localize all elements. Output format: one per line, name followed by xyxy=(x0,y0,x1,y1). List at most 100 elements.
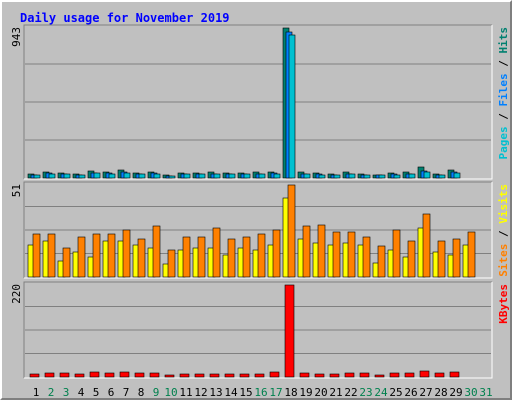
x-tick-label-day-6: 6 xyxy=(108,386,115,399)
x-tick-label-day-26: 26 xyxy=(404,386,417,399)
bar-sites-day-8 xyxy=(138,239,145,277)
x-tick-label-day-10: 10 xyxy=(164,386,177,399)
bar-kbytes-day-17 xyxy=(270,372,279,377)
bar-sites-day-12 xyxy=(198,237,205,277)
x-tick-label-day-23: 23 xyxy=(359,386,372,399)
x-tick-label-day-28: 28 xyxy=(434,386,447,399)
bar-pages-day-2 xyxy=(49,174,55,178)
bar-pages-day-20 xyxy=(319,175,325,178)
bar-pages-day-21 xyxy=(334,175,340,178)
bar-pages-day-8 xyxy=(139,174,145,178)
bar-pages-day-6 xyxy=(109,174,115,178)
bar-kbytes-day-11 xyxy=(180,374,189,377)
legend-entry: KBytes xyxy=(497,284,510,324)
x-tick-label-day-11: 11 xyxy=(179,386,192,399)
bar-sites-day-10 xyxy=(168,250,175,277)
bar-pages-day-13 xyxy=(214,174,220,178)
y-max-label: 51 xyxy=(10,184,23,197)
bar-sites-day-18 xyxy=(288,185,295,277)
bar-sites-day-15 xyxy=(243,237,250,277)
legend-entry: / xyxy=(497,54,510,74)
bar-pages-day-18 xyxy=(289,35,295,178)
bar-sites-day-19 xyxy=(303,226,310,277)
bar-kbytes-day-19 xyxy=(300,373,309,377)
x-tick-label-day-25: 25 xyxy=(389,386,402,399)
legend-entry: / xyxy=(497,224,510,244)
bar-pages-day-25 xyxy=(394,175,400,178)
legend-entry: Pages xyxy=(497,126,510,159)
x-tick-label-day-29: 29 xyxy=(449,386,462,399)
bar-sites-day-13 xyxy=(213,228,220,277)
bar-kbytes-day-21 xyxy=(330,374,339,377)
legend-entry: / xyxy=(497,107,510,127)
bar-kbytes-day-20 xyxy=(315,374,324,377)
legend: KBytes xyxy=(497,284,510,324)
bar-pages-day-19 xyxy=(304,174,310,178)
bar-sites-day-29 xyxy=(453,239,460,277)
x-tick-label-day-15: 15 xyxy=(239,386,252,399)
x-tick-label-day-1: 1 xyxy=(33,386,40,399)
x-tick-label-day-4: 4 xyxy=(78,386,85,399)
bar-kbytes-day-13 xyxy=(210,374,219,377)
x-tick-label-day-31: 31 xyxy=(479,386,492,399)
bar-pages-day-26 xyxy=(409,174,415,178)
bar-kbytes-day-16 xyxy=(255,374,264,377)
bar-kbytes-day-26 xyxy=(405,373,414,377)
bar-kbytes-day-14 xyxy=(225,374,234,377)
bar-sites-day-5 xyxy=(93,234,100,277)
x-tick-label-day-5: 5 xyxy=(93,386,100,399)
x-tick-label-day-14: 14 xyxy=(224,386,238,399)
bar-pages-day-10 xyxy=(169,176,175,178)
bar-pages-day-1 xyxy=(34,175,40,178)
bar-sites-day-3 xyxy=(63,248,70,277)
bar-pages-day-11 xyxy=(184,174,190,178)
bar-kbytes-day-4 xyxy=(75,374,84,377)
x-tick-label-day-24: 24 xyxy=(374,386,388,399)
bar-kbytes-day-27 xyxy=(420,371,429,377)
x-tick-label-day-9: 9 xyxy=(153,386,160,399)
x-tick-label-day-21: 21 xyxy=(329,386,342,399)
bar-kbytes-day-15 xyxy=(240,374,249,377)
x-tick-label-day-3: 3 xyxy=(63,386,70,399)
bar-sites-day-20 xyxy=(318,225,325,277)
bar-pages-day-3 xyxy=(64,174,70,178)
bar-sites-day-28 xyxy=(438,241,445,277)
bar-sites-day-30 xyxy=(468,232,475,277)
bar-pages-day-17 xyxy=(274,174,280,178)
bar-kbytes-day-10 xyxy=(165,375,174,377)
x-tick-label-day-18: 18 xyxy=(284,386,297,399)
bar-sites-day-22 xyxy=(348,232,355,277)
bar-pages-day-4 xyxy=(79,175,85,178)
bar-kbytes-day-28 xyxy=(435,373,444,377)
bar-sites-day-1 xyxy=(33,234,40,277)
bar-sites-day-6 xyxy=(108,234,115,277)
x-tick-label-day-2: 2 xyxy=(48,386,55,399)
bar-kbytes-day-18 xyxy=(285,285,294,377)
chart-title: Daily usage for November 2019 xyxy=(20,11,230,25)
x-tick-label-day-27: 27 xyxy=(419,386,432,399)
bar-kbytes-day-1 xyxy=(30,374,39,377)
x-tick-label-day-30: 30 xyxy=(464,386,477,399)
bar-sites-day-27 xyxy=(423,214,430,277)
bar-sites-day-21 xyxy=(333,232,340,277)
bar-kbytes-day-29 xyxy=(450,372,459,377)
bar-kbytes-day-8 xyxy=(135,373,144,377)
bar-sites-day-23 xyxy=(363,237,370,277)
bar-sites-day-26 xyxy=(408,241,415,277)
bar-sites-day-25 xyxy=(393,230,400,277)
bar-kbytes-day-12 xyxy=(195,374,204,377)
bar-kbytes-day-23 xyxy=(360,373,369,377)
x-tick-label-day-8: 8 xyxy=(138,386,145,399)
x-tick-label-day-16: 16 xyxy=(254,386,267,399)
bar-kbytes-day-2 xyxy=(45,373,54,377)
bar-pages-day-15 xyxy=(244,174,250,178)
bar-pages-day-7 xyxy=(124,173,130,178)
bar-sites-day-2 xyxy=(48,234,55,277)
legend: Sites / Visits xyxy=(497,184,510,277)
legend-entry: Hits xyxy=(497,27,510,54)
bar-kbytes-day-3 xyxy=(60,373,69,377)
x-tick-label-day-13: 13 xyxy=(209,386,222,399)
legend-entry: Sites xyxy=(497,244,510,277)
